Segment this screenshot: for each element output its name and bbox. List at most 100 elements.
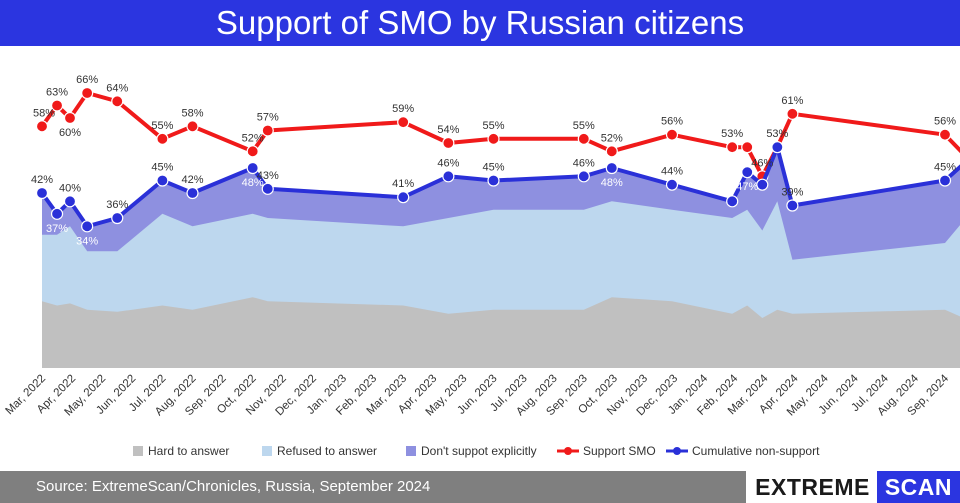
chart-area: 58% 63% 60% 66% 64% 55% 58% 52% 57% 59% 54% 55% 55% 5…: [0, 46, 960, 471]
support-point: [156, 132, 169, 145]
support-label: 66%: [76, 74, 98, 86]
support-label: 46%: [751, 157, 773, 169]
cumulative-label: 39%: [781, 187, 803, 199]
support-point: [665, 128, 679, 141]
support-point: [63, 111, 77, 125]
cumulative-label: 45%: [934, 162, 956, 174]
support-label: 56%: [934, 116, 956, 128]
support-point: [81, 86, 94, 100]
support-point: [726, 141, 739, 154]
cumulative-point: [938, 174, 952, 187]
support-point: [577, 132, 590, 145]
cumulative-label: 40%: [59, 182, 81, 194]
line-layers: [35, 86, 960, 233]
support-point: [397, 116, 410, 129]
cumulative-point: [246, 161, 259, 175]
cumulative-point: [261, 182, 274, 195]
cumulative-point: [50, 207, 64, 220]
legend-swatch: [133, 446, 143, 456]
support-label: 53%: [721, 128, 743, 140]
legend-label: Hard to answer: [148, 444, 229, 458]
chart-title: Support of SMO by Russian citizens: [0, 0, 960, 46]
chart-svg: 58% 63% 60% 66% 64% 55% 58% 52% 57% 59% 54% 55% 55% 5…: [3, 74, 960, 458]
support-label: 57%: [257, 112, 279, 124]
cumulative-point: [397, 191, 410, 204]
source-text: Source: ExtremeScan/Chronicles, Russia, …: [36, 478, 431, 495]
cumulative-point: [726, 195, 739, 208]
cumulative-point: [81, 220, 94, 233]
support-label: 56%: [661, 116, 683, 128]
support-label: 64%: [106, 82, 128, 94]
legend-swatch: [262, 446, 272, 456]
cumulative-point: [786, 199, 799, 212]
cumulative-point: [741, 166, 754, 179]
legend-label: Don't suppot explicitly: [421, 444, 537, 458]
legend-swatch: [406, 446, 416, 456]
support-label: 54%: [437, 124, 459, 136]
data-labels: 58% 63% 60% 66% 64% 55% 58% 52% 57% 59% 54% 55% 55% 5…: [31, 74, 956, 247]
cumulative-label: 46%: [437, 157, 459, 169]
line-cumulative: [40, 145, 960, 229]
support-label: 55%: [573, 120, 595, 132]
cumulative-label: 36%: [106, 199, 128, 211]
legend-swatch: [673, 447, 681, 455]
legend-label: Refused to answer: [277, 444, 377, 458]
cumulative-label: 43%: [257, 170, 279, 182]
cumulative-point: [487, 174, 500, 187]
area-hard-to-answer: [42, 297, 960, 368]
support-point: [246, 145, 259, 158]
cumulative-label: 45%: [151, 162, 173, 174]
cumulative-label: 45%: [482, 162, 504, 174]
cumulative-point: [665, 178, 679, 191]
cumulative-point: [35, 186, 49, 200]
support-point: [442, 136, 455, 150]
cumulative-label: 44%: [661, 166, 683, 178]
legend-swatch: [564, 447, 572, 455]
cumulative-label: 48%: [242, 177, 264, 189]
logo-text-extreme: EXTREME: [746, 471, 877, 503]
support-point: [261, 124, 274, 137]
cumulative-label: 46%: [573, 157, 595, 169]
support-point: [50, 99, 64, 112]
logo: EXTREME SCAN: [746, 471, 960, 503]
legend: Hard to answer Refused to answer Don't sup…: [133, 444, 820, 458]
cumulative-label: 42%: [31, 174, 53, 186]
support-point: [186, 120, 199, 133]
support-point: [741, 141, 754, 154]
support-point: [35, 120, 49, 133]
cumulative-label: 34%: [76, 235, 98, 247]
cumulative-point: [156, 174, 169, 187]
support-label: 63%: [46, 87, 68, 99]
support-label: 55%: [482, 120, 504, 132]
logo-text-scan: SCAN: [876, 471, 960, 503]
cumulative-point: [442, 170, 455, 183]
support-label: 55%: [151, 120, 173, 132]
cumulative-label: 37%: [46, 223, 68, 235]
cumulative-point: [111, 211, 124, 225]
support-label: 61%: [781, 95, 803, 107]
support-label: 59%: [392, 103, 414, 115]
cumulative-label: 48%: [601, 177, 623, 189]
support-point: [111, 95, 124, 108]
cumulative-label: 53%: [766, 128, 788, 140]
legend-label: Support SMO: [583, 444, 656, 458]
legend-label: Cumulative non-support: [692, 444, 820, 458]
support-label: 58%: [181, 107, 203, 119]
cumulative-point: [756, 178, 769, 191]
cumulative-point: [605, 161, 618, 175]
cumulative-point: [577, 170, 590, 183]
support-label: 60%: [59, 127, 81, 139]
cumulative-point: [771, 141, 784, 154]
support-point: [605, 145, 618, 158]
cumulative-point: [186, 186, 199, 200]
cumulative-label: 42%: [181, 174, 203, 186]
footer: Source: ExtremeScan/Chronicles, Russia, …: [0, 471, 960, 503]
support-label: 52%: [601, 132, 623, 144]
cumulative-point: [63, 195, 77, 208]
cumulative-label: 47%: [736, 181, 758, 193]
support-point: [487, 132, 500, 145]
cumulative-label: 41%: [392, 178, 414, 190]
support-point: [938, 128, 952, 141]
support-label: 52%: [242, 132, 264, 144]
